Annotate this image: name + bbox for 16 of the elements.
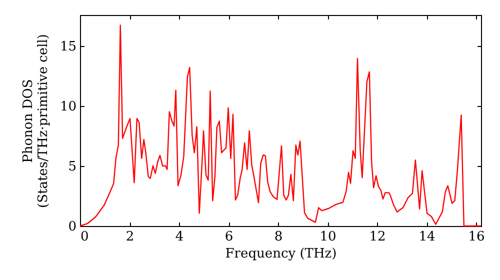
x-tick-label: 12 (369, 230, 386, 244)
x-axis-title: Frequency (THz) (225, 246, 337, 262)
x-tick-label: 4 (175, 230, 184, 244)
x-tick-label: 10 (320, 230, 336, 244)
x-tick-label: 0 (80, 230, 89, 244)
x-tick-label: 8 (274, 230, 283, 244)
x-tick-label: 6 (224, 230, 234, 244)
x-tick-label: 2 (126, 230, 134, 244)
line-series (79, 24, 482, 227)
y-tick-label: 10 (60, 100, 76, 115)
y-tick-label: 15 (60, 40, 76, 55)
x-tick-label: 16 (468, 230, 485, 244)
y-tick-label: 5 (68, 160, 76, 175)
y-tick-label: 0 (68, 220, 76, 234)
y-axis-title: Phonon DOS (States/THz·primitive cell) (20, 34, 51, 208)
x-tick-label: 14 (418, 230, 436, 244)
